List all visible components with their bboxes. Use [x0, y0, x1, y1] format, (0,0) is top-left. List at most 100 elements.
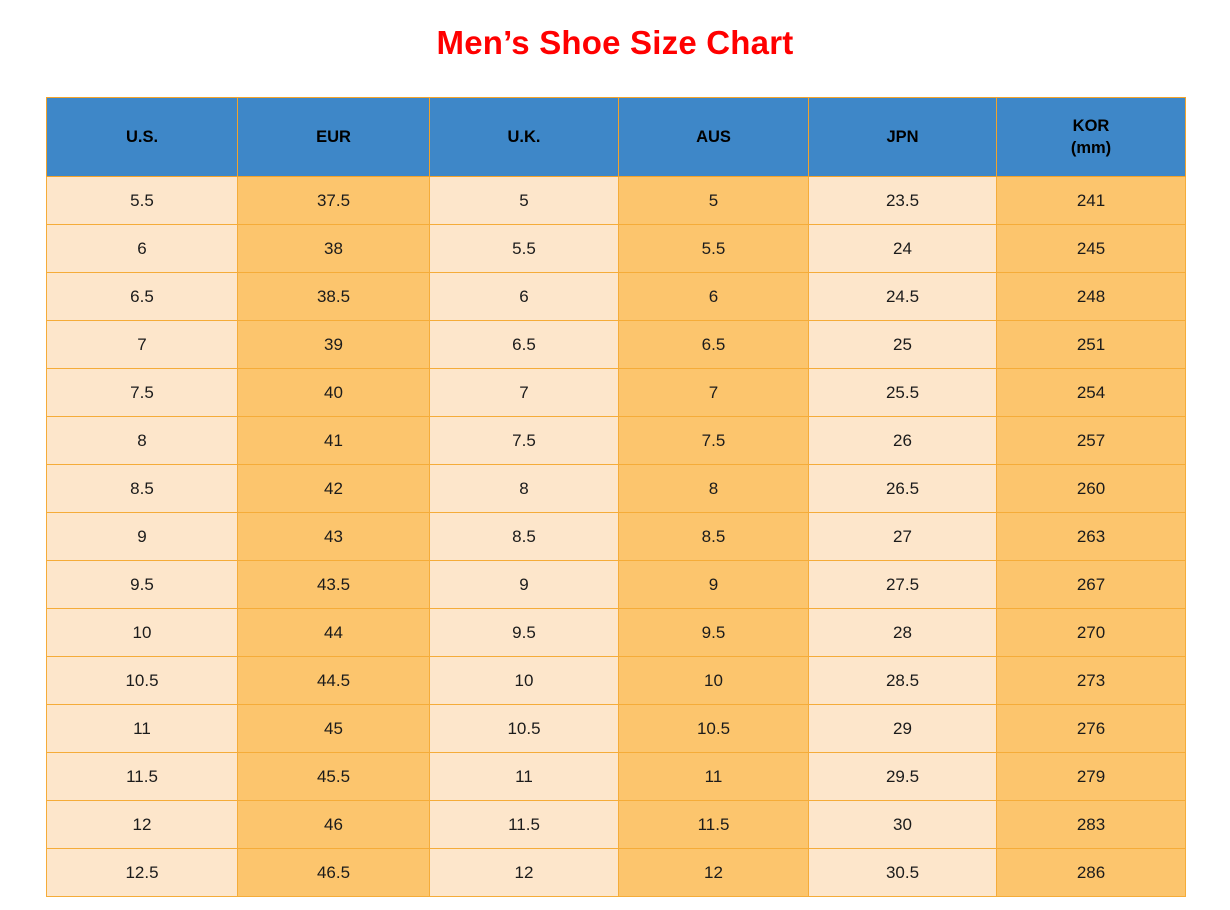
- cell-eur-r10: 44: [237, 608, 430, 657]
- cell-us-r14: 12: [46, 800, 238, 849]
- table-row: 12.5 46.5 12 12 30.5 286: [46, 848, 1186, 897]
- cell-uk-r9: 9: [429, 560, 619, 609]
- cell-uk-r7: 8: [429, 464, 619, 513]
- cell-us-r1: 5.5: [46, 176, 238, 225]
- cell-jpn-r7: 26.5: [808, 464, 997, 513]
- cell-uk-r1: 5: [429, 176, 619, 225]
- cell-jpn-r15: 30.5: [808, 848, 997, 897]
- table-row: 11.5 45.5 11 11 29.5 279: [46, 752, 1186, 801]
- cell-us-r3: 6.5: [46, 272, 238, 321]
- cell-aus-r9: 9: [618, 560, 809, 609]
- cell-us-r10: 10: [46, 608, 238, 657]
- cell-jpn-r12: 29: [808, 704, 997, 753]
- cell-eur-r13: 45.5: [237, 752, 430, 801]
- column-header-label: EUR: [316, 127, 351, 146]
- table-row: 9.5 43.5 9 9 27.5 267: [46, 560, 1186, 609]
- cell-eur-r2: 38: [237, 224, 430, 273]
- cell-aus-r2: 5.5: [618, 224, 809, 273]
- cell-us-r5: 7.5: [46, 368, 238, 417]
- cell-us-r11: 10.5: [46, 656, 238, 705]
- cell-uk-r3: 6: [429, 272, 619, 321]
- cell-uk-r8: 8.5: [429, 512, 619, 561]
- cell-eur-r6: 41: [237, 416, 430, 465]
- table-row: 11 45 10.5 10.5 29 276: [46, 704, 1186, 753]
- table-row: 6.5 38.5 6 6 24.5 248: [46, 272, 1186, 321]
- cell-jpn-r2: 24: [808, 224, 997, 273]
- cell-aus-r12: 10.5: [618, 704, 809, 753]
- cell-kor-r13: 279: [996, 752, 1186, 801]
- cell-jpn-r6: 26: [808, 416, 997, 465]
- cell-eur-r9: 43.5: [237, 560, 430, 609]
- cell-kor-r10: 270: [996, 608, 1186, 657]
- cell-kor-r14: 283: [996, 800, 1186, 849]
- cell-us-r4: 7: [46, 320, 238, 369]
- cell-us-r7: 8.5: [46, 464, 238, 513]
- cell-eur-r11: 44.5: [237, 656, 430, 705]
- cell-aus-r4: 6.5: [618, 320, 809, 369]
- cell-kor-r5: 254: [996, 368, 1186, 417]
- cell-kor-r8: 263: [996, 512, 1186, 561]
- cell-jpn-r5: 25.5: [808, 368, 997, 417]
- cell-jpn-r10: 28: [808, 608, 997, 657]
- cell-jpn-r1: 23.5: [808, 176, 997, 225]
- cell-uk-r6: 7.5: [429, 416, 619, 465]
- column-header-jpn: JPN: [808, 97, 997, 177]
- column-header-label: KOR: [1072, 116, 1110, 135]
- cell-aus-r6: 7.5: [618, 416, 809, 465]
- cell-kor-r2: 245: [996, 224, 1186, 273]
- table-row: 8.5 42 8 8 26.5 260: [46, 464, 1186, 513]
- column-header-u-k: U.K.: [429, 97, 619, 177]
- cell-us-r8: 9: [46, 512, 238, 561]
- table-row: 7 39 6.5 6.5 25 251: [46, 320, 1186, 369]
- page-title: Men’s Shoe Size Chart: [436, 24, 794, 61]
- column-header-unit: (mm): [1070, 139, 1112, 157]
- cell-jpn-r11: 28.5: [808, 656, 997, 705]
- table-row: 5.5 37.5 5 5 23.5 241: [46, 176, 1186, 225]
- cell-aus-r15: 12: [618, 848, 809, 897]
- cell-kor-r11: 273: [996, 656, 1186, 705]
- cell-kor-r7: 260: [996, 464, 1186, 513]
- cell-uk-r12: 10.5: [429, 704, 619, 753]
- cell-kor-r3: 248: [996, 272, 1186, 321]
- cell-us-r13: 11.5: [46, 752, 238, 801]
- cell-uk-r15: 12: [429, 848, 619, 897]
- table-row: 8 41 7.5 7.5 26 257: [46, 416, 1186, 465]
- cell-eur-r3: 38.5: [237, 272, 430, 321]
- cell-eur-r4: 39: [237, 320, 430, 369]
- cell-us-r15: 12.5: [46, 848, 238, 897]
- cell-eur-r12: 45: [237, 704, 430, 753]
- cell-jpn-r9: 27.5: [808, 560, 997, 609]
- cell-aus-r10: 9.5: [618, 608, 809, 657]
- cell-jpn-r13: 29.5: [808, 752, 997, 801]
- cell-uk-r10: 9.5: [429, 608, 619, 657]
- cell-kor-r9: 267: [996, 560, 1186, 609]
- cell-eur-r5: 40: [237, 368, 430, 417]
- cell-eur-r8: 43: [237, 512, 430, 561]
- cell-aus-r11: 10: [618, 656, 809, 705]
- size-chart-table: U.S. EUR U.K. AUS JPN KOR (mm) 5.5 37.5 5 5 23.5 24…: [46, 97, 1186, 897]
- table-row: 12 46 11.5 11.5 30 283: [46, 800, 1186, 849]
- cell-eur-r14: 46: [237, 800, 430, 849]
- cell-aus-r3: 6: [618, 272, 809, 321]
- cell-kor-r1: 241: [996, 176, 1186, 225]
- table-row: 6 38 5.5 5.5 24 245: [46, 224, 1186, 273]
- table-row: 10.5 44.5 10 10 28.5 273: [46, 656, 1186, 705]
- cell-us-r12: 11: [46, 704, 238, 753]
- column-header-label: U.K.: [507, 127, 541, 146]
- cell-us-r6: 8: [46, 416, 238, 465]
- table-header: U.S. EUR U.K. AUS JPN KOR (mm): [46, 97, 1186, 177]
- cell-kor-r6: 257: [996, 416, 1186, 465]
- column-header-label: JPN: [886, 127, 919, 146]
- cell-jpn-r14: 30: [808, 800, 997, 849]
- cell-uk-r2: 5.5: [429, 224, 619, 273]
- table-row: 7.5 40 7 7 25.5 254: [46, 368, 1186, 417]
- cell-jpn-r4: 25: [808, 320, 997, 369]
- size-chart-table-wrapper: U.S. EUR U.K. AUS JPN KOR (mm) 5.5 37.5 5 5 23.5 24…: [46, 97, 1186, 897]
- cell-eur-r15: 46.5: [237, 848, 430, 897]
- cell-uk-r13: 11: [429, 752, 619, 801]
- column-header-eur: EUR: [237, 97, 430, 177]
- cell-jpn-r8: 27: [808, 512, 997, 561]
- column-header-u-s: U.S.: [46, 97, 238, 177]
- cell-aus-r5: 7: [618, 368, 809, 417]
- column-header-label: AUS: [696, 127, 731, 146]
